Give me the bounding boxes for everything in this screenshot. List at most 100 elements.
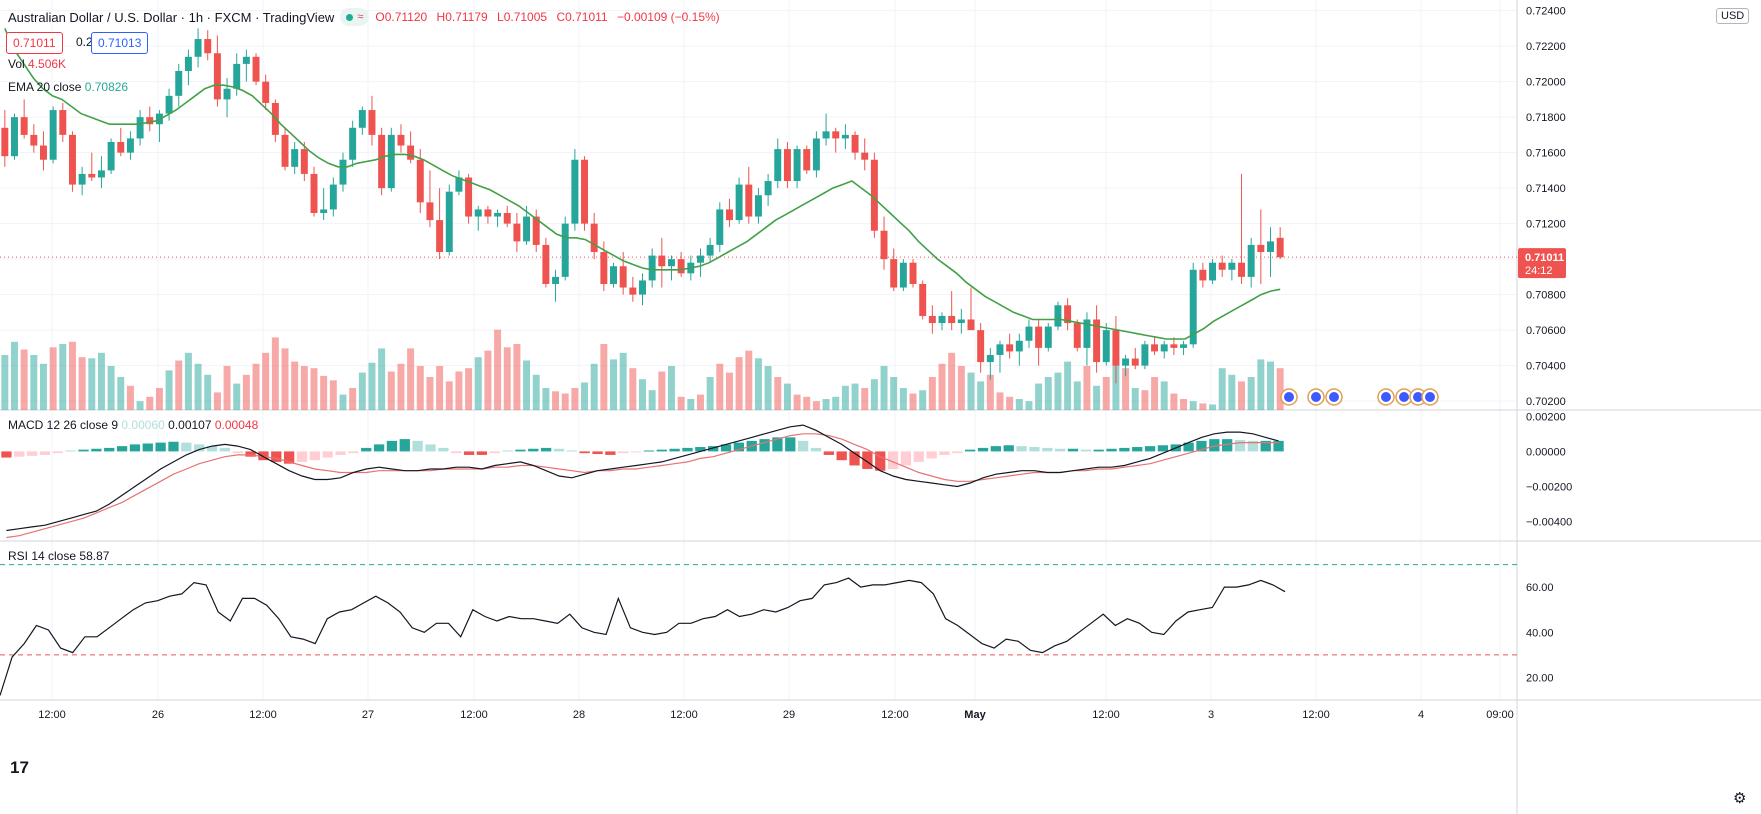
macd-histogram-bar <box>1016 446 1027 452</box>
time-axis-label: 12:00 <box>1302 709 1330 721</box>
price-axis-label: 0.70800 <box>1526 290 1566 302</box>
macd-histogram-bar <box>309 451 320 461</box>
volume-bar <box>252 363 260 410</box>
volume-legend[interactable]: Vol 4.506K <box>8 57 66 71</box>
candle-body <box>262 81 270 103</box>
volume-bar <box>696 394 704 410</box>
candle-body <box>49 110 57 160</box>
market-open-icon <box>346 13 354 21</box>
volume-bar <box>78 357 86 410</box>
sell-button[interactable]: 0.71011 <box>6 32 63 54</box>
candle-body <box>1170 344 1178 348</box>
candle-body <box>387 134 395 189</box>
candle-body <box>571 159 579 224</box>
macd-histogram-bar <box>1157 445 1169 452</box>
candle-body <box>812 138 820 171</box>
last-price-label: 0.71011 <box>1525 252 1564 264</box>
candle-body <box>639 280 646 295</box>
macd-histogram-bar <box>900 451 912 466</box>
candle-body <box>677 259 685 274</box>
macd-histogram-bar <box>759 439 770 452</box>
volume-bar <box>523 360 531 410</box>
candle-body <box>841 134 849 139</box>
macd-histogram-bar <box>540 447 552 452</box>
macd-histogram-bar <box>1247 440 1259 452</box>
candle-body <box>832 131 840 139</box>
volume-bar <box>1025 401 1033 410</box>
candle-body <box>474 209 482 217</box>
candle-body <box>890 259 898 288</box>
macd-histogram-bar <box>194 444 205 452</box>
ohlc-low: L0.71005 <box>497 10 548 24</box>
candle-body <box>880 230 888 260</box>
volume-bar <box>184 352 192 410</box>
event-flag-core <box>1311 392 1321 402</box>
volume-bar <box>1170 393 1178 410</box>
currency-selector[interactable]: USD <box>1716 8 1750 24</box>
volume-bar <box>20 349 28 410</box>
volume-bar <box>812 401 820 410</box>
price-axis-label: 0.72200 <box>1526 41 1566 53</box>
macd-histogram-bar <box>887 451 899 469</box>
candle-body <box>745 184 753 217</box>
candle-body <box>977 330 985 363</box>
macd-label: MACD 12 26 close 9 <box>8 418 119 432</box>
candle-body <box>957 319 965 324</box>
candle-body <box>696 255 704 263</box>
macd-histogram-bar <box>386 440 398 452</box>
volume-bar <box>1102 377 1110 410</box>
volume-bar <box>561 393 569 410</box>
ema-value: 0.70826 <box>84 80 129 94</box>
event-flag-icon <box>1409 388 1427 406</box>
macd-histogram-bar <box>476 451 488 455</box>
price-axis-label: 0.71400 <box>1526 183 1566 195</box>
macd-histogram-bar <box>271 451 282 462</box>
macd-histogram-bar <box>14 451 25 457</box>
candle-body <box>754 195 762 217</box>
macd-histogram-bar <box>965 449 976 452</box>
rsi-legend[interactable]: RSI 14 close 58.87 <box>8 549 109 563</box>
candle-body <box>764 181 772 196</box>
gear-icon[interactable]: ⚙ <box>1733 790 1747 807</box>
candle-body <box>416 159 424 203</box>
volume-bar <box>136 401 144 410</box>
volume-bar <box>271 337 279 410</box>
volume-bar <box>1218 368 1226 410</box>
candle-body <box>300 149 308 174</box>
macd-histogram-bar <box>1029 447 1040 452</box>
candle-body <box>436 220 444 253</box>
market-status-badge[interactable]: ≈ <box>340 8 370 26</box>
macd-histogram-bar <box>669 448 680 452</box>
event-flag-core <box>1381 392 1391 402</box>
macd-histogram-bar <box>322 451 333 458</box>
candle-body <box>909 262 917 284</box>
volume-bar <box>474 357 482 410</box>
macd-histogram-bar <box>1183 442 1194 452</box>
macd-histogram-bar <box>489 451 500 454</box>
rsi-line <box>0 577 1286 696</box>
event-flag-core <box>1284 392 1294 402</box>
symbol-title[interactable]: Australian Dollar / U.S. Dollar · 1h · F… <box>8 9 335 25</box>
tradingview-logo-icon[interactable]: 17 <box>10 758 29 777</box>
candle-body <box>1209 262 1217 281</box>
macd-histogram-bar <box>772 437 783 452</box>
candle-body <box>668 259 675 267</box>
candle-body <box>358 110 366 128</box>
event-flag-icon <box>1325 388 1343 406</box>
volume-bar <box>107 366 115 410</box>
candle-body <box>146 117 154 125</box>
macd-histogram-bar <box>990 446 1002 452</box>
macd-histogram-bar <box>605 451 616 455</box>
candle-body <box>1218 262 1226 270</box>
macd-histogram-bar <box>181 442 192 452</box>
macd-histogram-bar <box>232 451 243 454</box>
buy-button[interactable]: 0.71013 <box>91 32 149 54</box>
time-axis-label: 12:00 <box>460 709 488 721</box>
volume-bar <box>783 383 791 410</box>
macd-histogram-bar <box>1042 447 1053 452</box>
ema-legend[interactable]: EMA 20 close 0.70826 <box>8 80 128 94</box>
macd-legend[interactable]: MACD 12 26 close 9 0.00060 0.00107 0.000… <box>8 418 258 432</box>
candle-body <box>861 152 869 160</box>
volume-bar <box>571 388 579 410</box>
